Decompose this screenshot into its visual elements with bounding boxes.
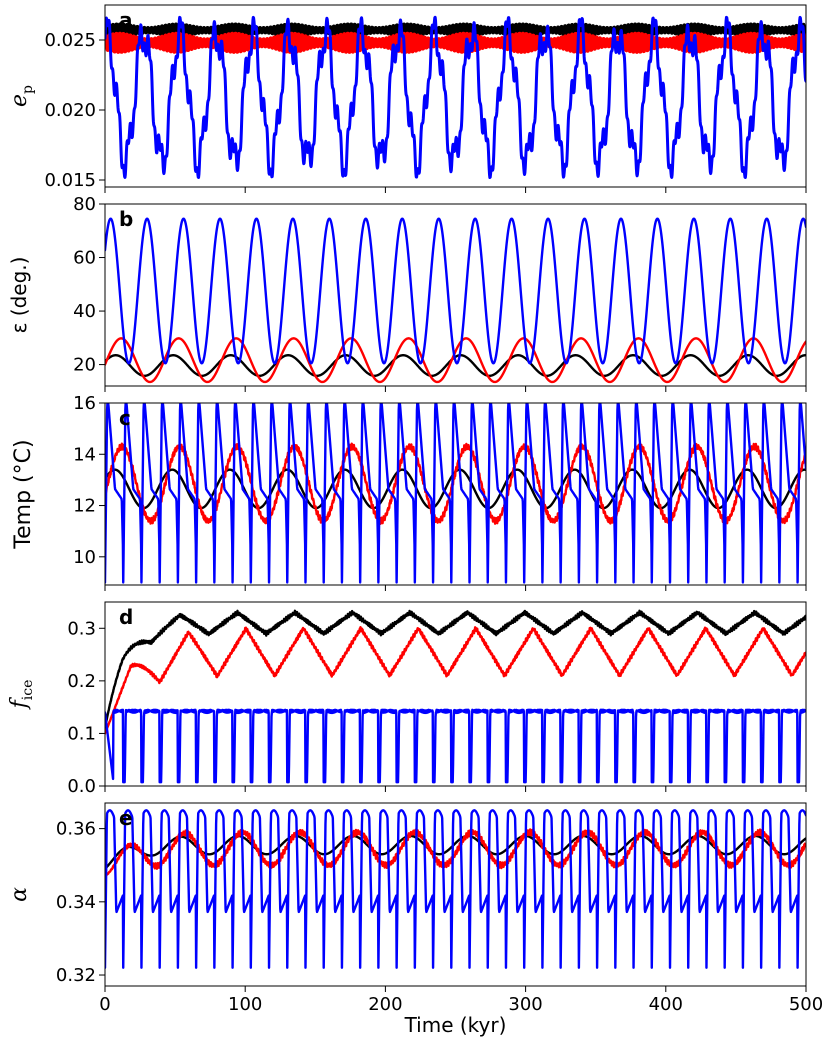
panel-letter: b (119, 207, 133, 231)
series-line-d-3 (105, 708, 806, 784)
plot-frame (104, 402, 807, 586)
y-tick-label: 0.36 (56, 819, 96, 840)
plot-frame (104, 802, 807, 987)
panel-d: 0.0 0.1 0.2 0.3 d fice (7, 601, 807, 797)
x-tick-label: 500 (789, 994, 823, 1015)
y-tick-label: 40 (73, 301, 96, 322)
panel-c: 10 12 14 16 c Temp (°C) (11, 393, 807, 591)
y-tick-label: 0.1 (67, 723, 96, 744)
panel-letter: a (119, 8, 133, 32)
x-tick-label: 400 (649, 994, 683, 1015)
y-axis-label: Temp (°C) (11, 439, 36, 549)
y-tick-label: 0.32 (56, 965, 96, 986)
y-tick-label: 0.020 (44, 100, 96, 121)
y-tick-label: 0.3 (67, 618, 96, 639)
y-tick-label: 12 (73, 496, 96, 517)
y-tick-label: 14 (73, 444, 96, 465)
x-axis-label: Time (kyr) (404, 1013, 507, 1037)
plot-frame (104, 4, 807, 188)
y-axis-label: ε (deg.) (7, 257, 31, 334)
y-tick-label: 0.025 (44, 30, 96, 51)
y-tick-label: 16 (73, 393, 96, 414)
panel-letter: d (119, 605, 133, 629)
x-tick-label: 100 (228, 994, 262, 1015)
y-tick-label: 20 (73, 355, 96, 376)
series-line-b-3 (105, 217, 806, 365)
panel-letter: c (119, 406, 131, 430)
panel-letter: e (119, 806, 133, 830)
x-tick-label: 300 (508, 994, 542, 1015)
x-tick-label: 0 (99, 994, 110, 1015)
y-tick-label: 0.015 (44, 170, 96, 191)
y-tick-label: 60 (73, 248, 96, 269)
panel-a: 0.015 0.020 0.025 a ep (7, 4, 807, 193)
series-line-d-1 (105, 609, 806, 730)
y-axis-label: fice (7, 680, 36, 711)
series-line-a-3 (105, 15, 806, 180)
y-tick-label: 0.2 (67, 671, 96, 692)
y-axis-label: ep (7, 85, 36, 107)
plot-frame (104, 601, 807, 787)
panel-b: 20 40 60 80 b ε (deg.) (7, 194, 807, 392)
y-tick-label: 0.0 (67, 776, 96, 797)
series-line-e-3 (105, 809, 806, 969)
y-tick-label: 0.34 (56, 892, 96, 913)
plot-frame (104, 203, 807, 387)
series-line-d-2 (105, 625, 806, 735)
y-tick-label: 80 (73, 194, 96, 215)
series-line-c-3 (105, 403, 806, 584)
y-axis-label: α (7, 887, 32, 902)
y-tick-label: 10 (73, 547, 96, 568)
panel-e: 0.32 0.34 0.36 0 100 200 300 400 500 e α Time (kyr) (7, 802, 823, 1037)
series-line-b-2 (105, 337, 806, 384)
x-tick-label: 200 (368, 994, 402, 1015)
